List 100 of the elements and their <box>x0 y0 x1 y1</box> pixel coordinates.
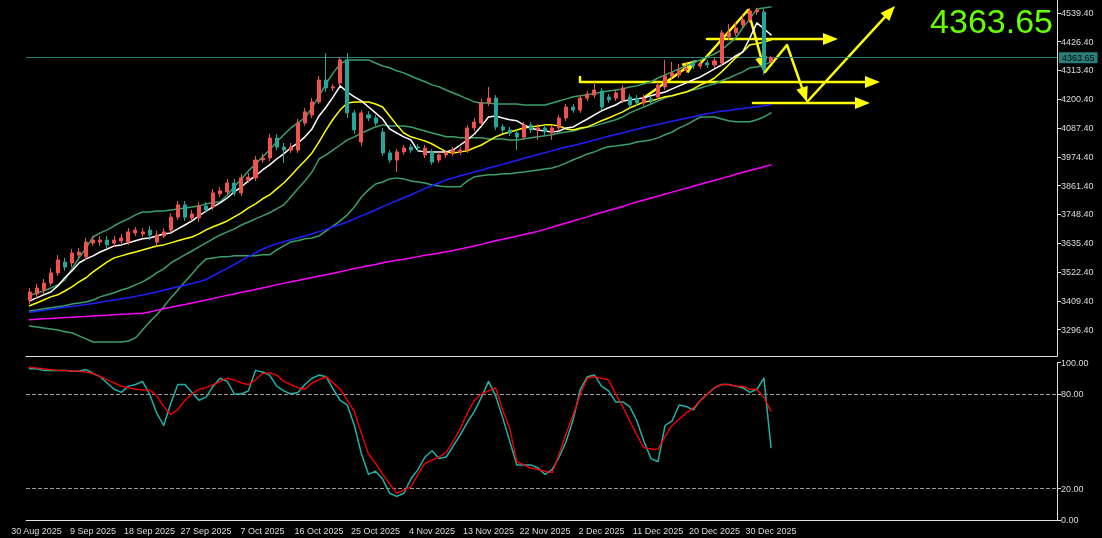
candlestick <box>494 94 498 131</box>
candlestick <box>691 59 695 70</box>
candlestick <box>232 178 236 197</box>
candlestick <box>324 52 328 93</box>
candlestick <box>317 75 321 105</box>
candlestick <box>423 144 427 159</box>
line-series <box>28 103 772 313</box>
y-tick-label: 4087.40 <box>1061 123 1094 134</box>
candlestick <box>169 212 173 234</box>
candlestick <box>487 86 491 107</box>
x-tick-label: 22 Nov 2025 <box>519 525 571 536</box>
candlestick <box>374 114 378 127</box>
x-tick-label: 30 Dec 2025 <box>745 525 797 536</box>
y-tick-label: 3522.40 <box>1061 267 1094 278</box>
candlestick <box>571 103 575 114</box>
candlestick <box>42 278 46 295</box>
candlestick <box>218 186 222 198</box>
candlestick <box>197 201 201 223</box>
candlestick <box>465 124 469 154</box>
candlestick <box>585 90 589 102</box>
candlestick <box>670 61 674 80</box>
y-tick-label: 20.00 <box>1061 483 1084 494</box>
candlestick <box>310 97 314 119</box>
candlestick <box>550 124 554 141</box>
candlestick <box>635 94 639 107</box>
candlestick <box>458 146 462 156</box>
candlestick <box>338 56 342 87</box>
candlestick <box>755 7 759 16</box>
candlestick <box>91 235 95 247</box>
y-tick-label: 3861.40 <box>1061 180 1094 191</box>
ref-line-label: 4363.65 <box>1062 52 1095 63</box>
candlestick <box>522 121 526 141</box>
candlestick <box>345 52 349 119</box>
candlestick <box>275 133 279 151</box>
candlestick <box>28 287 32 305</box>
candlestick <box>430 148 434 166</box>
candlestick <box>769 55 773 65</box>
candlestick <box>536 123 540 141</box>
candlestick <box>734 21 738 37</box>
candlestick <box>303 107 307 127</box>
candlestick <box>162 227 166 239</box>
candlestick <box>663 59 667 91</box>
x-tick-label: 13 Nov 2025 <box>463 525 515 536</box>
candlestick <box>70 248 74 268</box>
candlestick <box>63 257 67 272</box>
candlestick <box>592 81 596 99</box>
y-tick-label: 3409.40 <box>1061 295 1094 306</box>
candlestick <box>712 57 717 69</box>
candlestick <box>289 142 293 154</box>
line-series <box>28 164 772 321</box>
candlestick <box>225 178 229 196</box>
candlestick <box>49 267 53 287</box>
candlestick <box>155 230 159 247</box>
candlestick <box>141 227 145 238</box>
x-tick-label: 30 Aug 2025 <box>11 525 62 536</box>
candlestick <box>359 109 363 147</box>
candlestick <box>741 14 745 29</box>
y-tick-label: 4200.40 <box>1061 94 1094 105</box>
candlestick <box>190 209 194 222</box>
y-tick-label: 3296.40 <box>1061 324 1094 335</box>
candlestick <box>501 123 505 134</box>
candlestick <box>211 188 215 211</box>
x-tick-label: 11 Dec 2025 <box>632 525 684 536</box>
y-tick-label: 4426.40 <box>1061 36 1094 47</box>
candlestick <box>416 143 420 152</box>
candlestick <box>56 254 60 277</box>
candlestick <box>444 149 448 159</box>
candlestick <box>600 87 604 111</box>
x-tick-label: 20 Dec 2025 <box>688 525 741 536</box>
candlestick <box>388 149 392 164</box>
candlestick <box>508 126 512 137</box>
candlestick <box>748 7 752 24</box>
candlestick <box>395 148 399 173</box>
candlestick <box>253 155 258 182</box>
candlestick <box>409 143 413 154</box>
candlestick <box>720 29 724 67</box>
candlestick <box>479 98 483 127</box>
candlestick <box>437 151 441 164</box>
candlestick <box>35 283 39 299</box>
x-tick-label: 18 Sep 2025 <box>124 525 176 536</box>
candlestick <box>246 172 250 184</box>
candlestick <box>176 200 180 221</box>
candlestick <box>381 127 385 157</box>
candlestick <box>642 94 646 107</box>
x-tick-label: 2 Dec 2025 <box>578 525 625 536</box>
candlestick <box>239 173 243 197</box>
candlestick <box>331 83 335 92</box>
candlestick <box>261 153 265 164</box>
candlestick <box>148 225 152 241</box>
candlestick <box>628 93 632 109</box>
line-series <box>28 112 772 343</box>
y-tick-label: 0.00 <box>1061 515 1079 525</box>
candlestick <box>451 146 455 157</box>
candlestick <box>204 201 208 214</box>
candlestick <box>352 109 356 135</box>
candlestick <box>578 94 582 114</box>
candlestick <box>727 23 731 41</box>
x-tick-label: 9 Sep 2025 <box>70 525 117 536</box>
y-tick-label: 100.00 <box>1061 357 1089 368</box>
candlestick <box>126 227 130 246</box>
